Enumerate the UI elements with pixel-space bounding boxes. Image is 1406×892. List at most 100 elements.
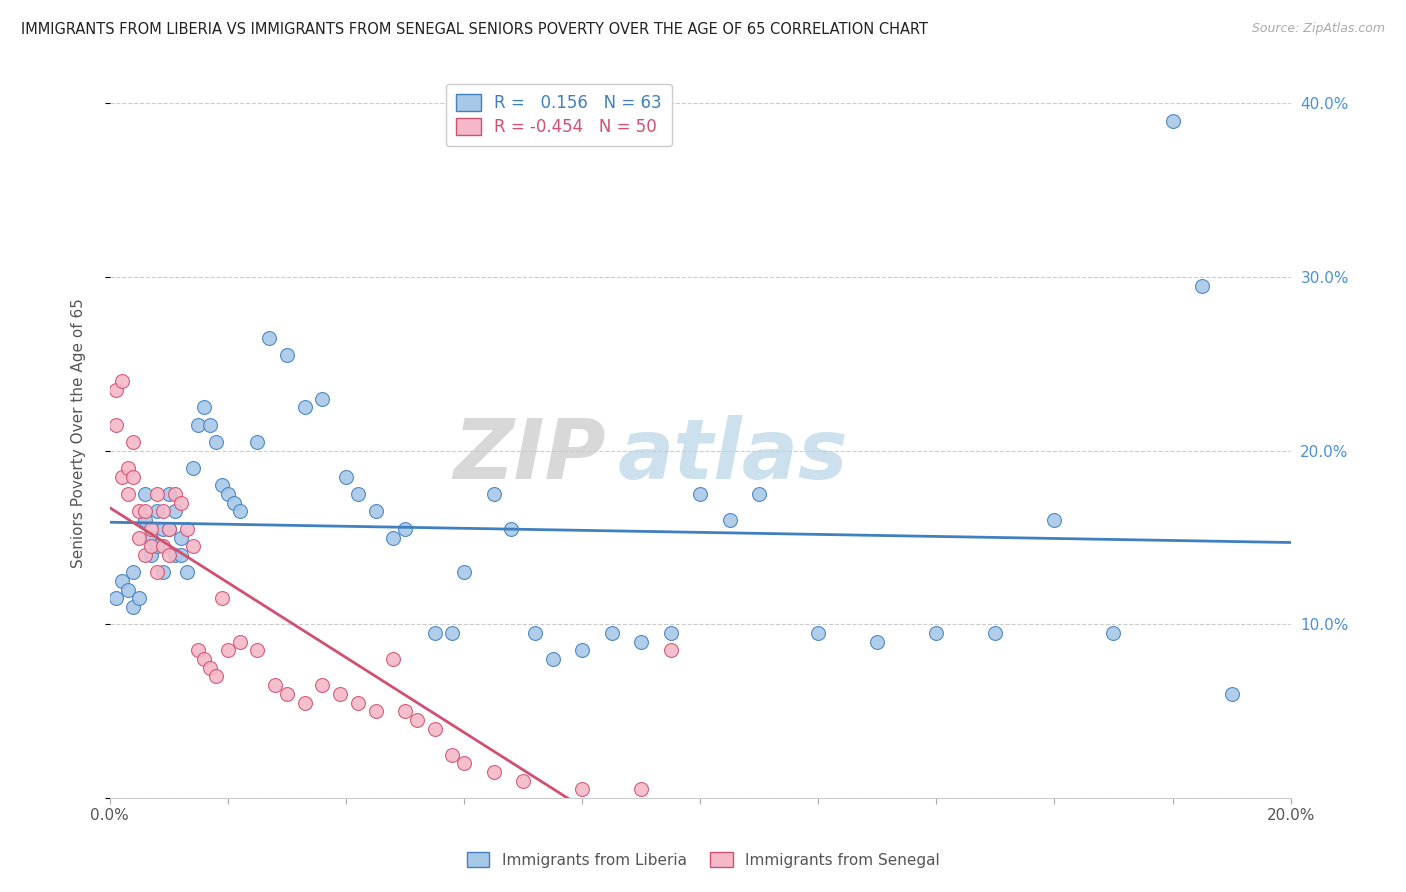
Point: [512, 773, 534, 788]
Point: [217, 487, 239, 501]
Point: [146, 566, 169, 580]
Point: [141, 531, 163, 545]
Point: [1161, 113, 1184, 128]
Point: [423, 722, 446, 736]
Point: [170, 496, 193, 510]
Point: [111, 469, 134, 483]
Point: [541, 652, 564, 666]
Point: [229, 504, 252, 518]
Point: [246, 434, 269, 449]
Point: [364, 504, 387, 518]
Point: [205, 669, 228, 683]
Point: [104, 417, 127, 432]
Point: [181, 461, 204, 475]
Point: [163, 487, 186, 501]
Point: [441, 747, 464, 762]
Point: [157, 487, 180, 501]
Point: [659, 643, 682, 657]
Point: [382, 531, 405, 545]
Point: [193, 652, 215, 666]
Point: [170, 531, 193, 545]
Point: [176, 566, 198, 580]
Point: [1220, 687, 1243, 701]
Point: [984, 626, 1007, 640]
Point: [346, 487, 368, 501]
Point: [329, 687, 352, 701]
Point: [482, 487, 505, 501]
Point: [659, 626, 682, 640]
Point: [163, 504, 186, 518]
Point: [382, 652, 405, 666]
Point: [122, 566, 145, 580]
Point: [276, 348, 298, 362]
Point: [211, 478, 233, 492]
Point: [335, 469, 357, 483]
Point: [141, 522, 163, 536]
Legend: Immigrants from Liberia, Immigrants from Senegal: Immigrants from Liberia, Immigrants from…: [458, 844, 948, 875]
Point: [246, 643, 269, 657]
Legend: R =   0.156   N = 63, R = -0.454   N = 50: R = 0.156 N = 63, R = -0.454 N = 50: [446, 84, 672, 146]
Point: [346, 696, 368, 710]
Point: [157, 522, 180, 536]
Point: [187, 643, 209, 657]
Text: IMMIGRANTS FROM LIBERIA VS IMMIGRANTS FROM SENEGAL SENIORS POVERTY OVER THE AGE : IMMIGRANTS FROM LIBERIA VS IMMIGRANTS FR…: [21, 22, 928, 37]
Point: [193, 401, 215, 415]
Point: [600, 626, 623, 640]
Point: [128, 591, 150, 606]
Point: [718, 513, 741, 527]
Point: [441, 626, 464, 640]
Point: [1191, 278, 1213, 293]
Point: [152, 566, 174, 580]
Point: [453, 566, 475, 580]
Point: [134, 487, 156, 501]
Point: [134, 504, 156, 518]
Point: [205, 434, 228, 449]
Point: [104, 591, 127, 606]
Point: [501, 522, 523, 536]
Point: [134, 548, 156, 562]
Point: [423, 626, 446, 640]
Point: [689, 487, 711, 501]
Point: [163, 548, 186, 562]
Point: [523, 626, 546, 640]
Point: [259, 331, 281, 345]
Point: [630, 782, 652, 797]
Point: [453, 756, 475, 771]
Point: [394, 704, 416, 718]
Point: [925, 626, 948, 640]
Point: [807, 626, 830, 640]
Point: [128, 504, 150, 518]
Point: [117, 461, 139, 475]
Point: [152, 522, 174, 536]
Text: ZIP: ZIP: [453, 415, 606, 496]
Point: [141, 548, 163, 562]
Point: [1102, 626, 1125, 640]
Point: [134, 513, 156, 527]
Point: [294, 401, 316, 415]
Point: [211, 591, 233, 606]
Point: [111, 574, 134, 588]
Y-axis label: Seniors Poverty Over the Age of 65: Seniors Poverty Over the Age of 65: [72, 298, 86, 568]
Point: [394, 522, 416, 536]
Point: [128, 531, 150, 545]
Point: [311, 392, 333, 406]
Point: [146, 539, 169, 553]
Point: [122, 434, 145, 449]
Text: atlas: atlas: [617, 415, 848, 496]
Point: [122, 599, 145, 614]
Point: [111, 374, 134, 388]
Point: [200, 661, 222, 675]
Point: [1043, 513, 1066, 527]
Point: [200, 417, 222, 432]
Point: [571, 643, 593, 657]
Point: [141, 539, 163, 553]
Point: [482, 764, 505, 779]
Point: [276, 687, 298, 701]
Point: [222, 496, 245, 510]
Point: [866, 634, 889, 648]
Point: [152, 539, 174, 553]
Point: [571, 782, 593, 797]
Point: [630, 634, 652, 648]
Point: [748, 487, 770, 501]
Point: [157, 548, 180, 562]
